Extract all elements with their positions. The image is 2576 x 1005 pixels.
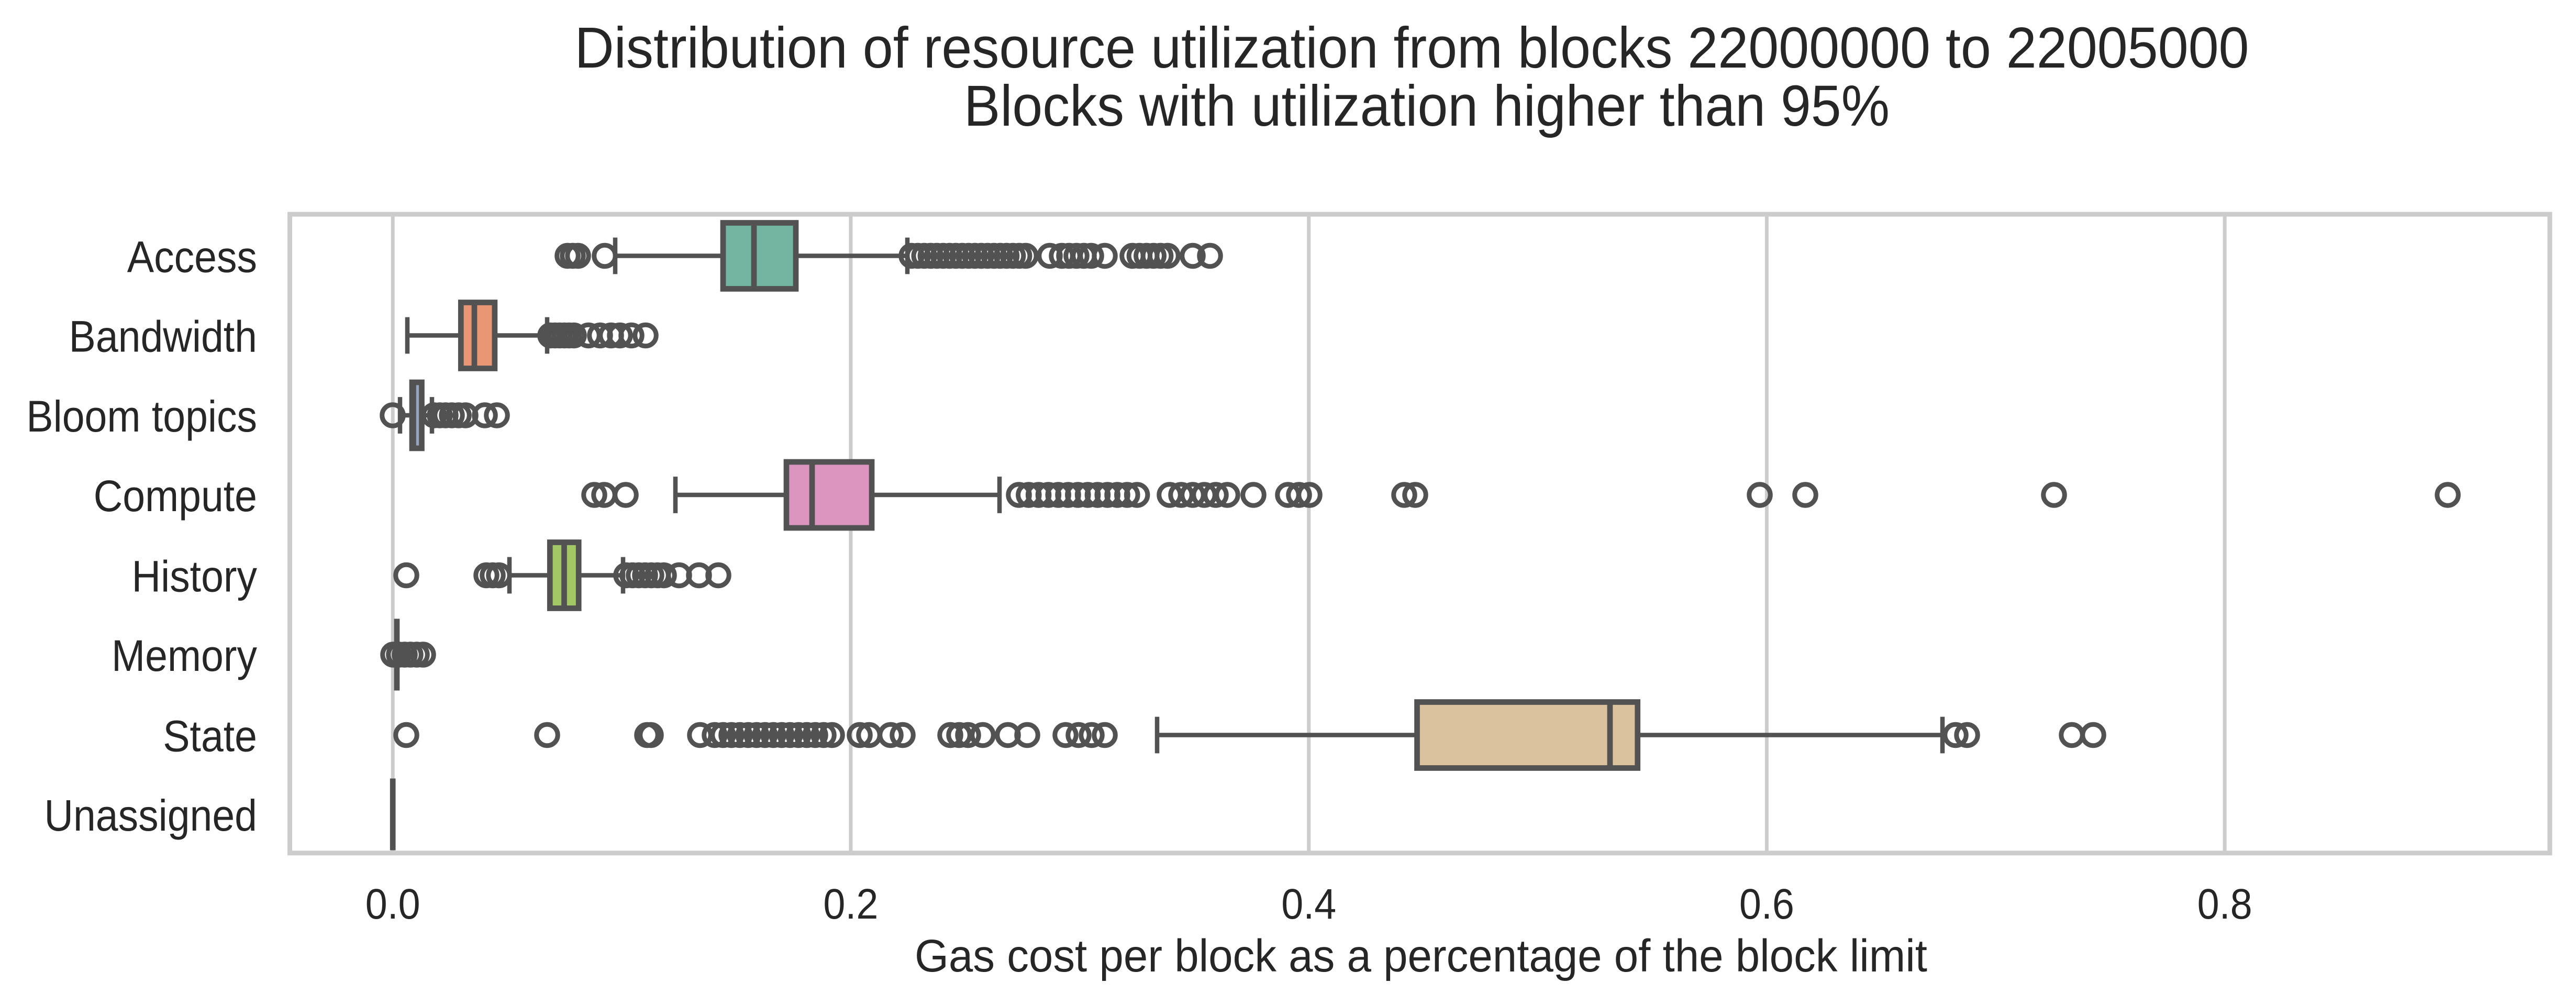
svg-text:Compute: Compute xyxy=(94,471,257,521)
svg-text:History: History xyxy=(132,552,258,601)
svg-text:Unassigned: Unassigned xyxy=(44,791,257,840)
svg-text:0.8: 0.8 xyxy=(2197,880,2252,928)
svg-text:Bloom topics: Bloom topics xyxy=(26,392,257,441)
svg-text:0.0: 0.0 xyxy=(365,880,420,928)
svg-text:Gas cost per block as a percen: Gas cost per block as a percentage of th… xyxy=(915,931,1927,981)
svg-text:Bandwidth: Bandwidth xyxy=(69,312,258,361)
svg-text:Distribution of resource utili: Distribution of resource utilization fro… xyxy=(575,16,2249,80)
svg-text:0.4: 0.4 xyxy=(1281,880,1336,928)
svg-text:Access: Access xyxy=(127,233,257,282)
svg-text:0.2: 0.2 xyxy=(823,880,878,928)
svg-text:State: State xyxy=(163,712,257,761)
svg-text:Memory: Memory xyxy=(112,631,257,680)
svg-text:Blocks with utilization higher: Blocks with utilization higher than 95% xyxy=(964,74,1890,138)
svg-text:0.6: 0.6 xyxy=(1739,880,1794,928)
